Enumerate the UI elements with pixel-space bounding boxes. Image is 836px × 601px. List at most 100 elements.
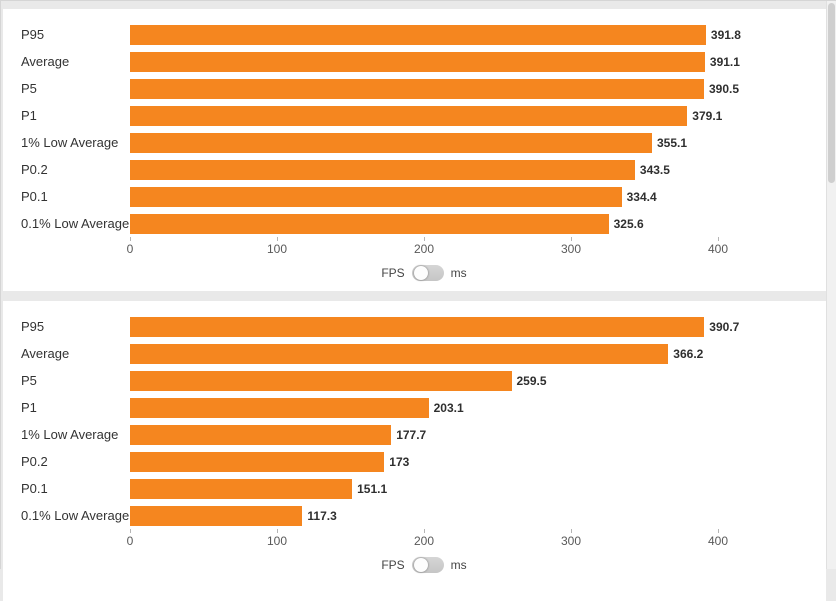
bar-track: 334.4: [130, 187, 826, 207]
category-label: 0.1% Low Average: [3, 508, 130, 523]
bar-track: 343.5: [130, 160, 826, 180]
axis-tick-label: 200: [414, 242, 434, 256]
axis-tick-label: 200: [414, 534, 434, 548]
unit-toggle-switch[interactable]: [412, 265, 444, 281]
bar-track: 151.1: [130, 479, 826, 499]
bar: [130, 106, 687, 126]
bar: [130, 52, 705, 72]
bar: [130, 133, 652, 153]
axis-tick-mark: [718, 237, 719, 241]
bar: [130, 425, 391, 445]
chart-row: 0.1% Low Average 325.6: [3, 210, 826, 237]
bar-track: 203.1: [130, 398, 826, 418]
axis-tick-mark: [571, 529, 572, 533]
axis-tick-mark: [130, 529, 131, 533]
bar-track: 391.1: [130, 52, 826, 72]
bar-track: 325.6: [130, 214, 826, 234]
bar-track: 173: [130, 452, 826, 472]
value-label: 325.6: [614, 217, 644, 231]
unit-toggle-switch[interactable]: [412, 557, 444, 573]
axis-tick-mark: [277, 529, 278, 533]
ms-label: ms: [451, 266, 467, 280]
axis-tick-label: 0: [127, 534, 134, 548]
ms-label: ms: [451, 558, 467, 572]
category-label: Average: [3, 54, 130, 69]
value-label: 391.1: [710, 55, 740, 69]
category-label: P95: [3, 319, 130, 334]
category-label: P0.2: [3, 162, 130, 177]
axis-tick-mark: [571, 237, 572, 241]
chart-row: P0.1 334.4: [3, 183, 826, 210]
category-label: P0.1: [3, 189, 130, 204]
bar-track: 390.5: [130, 79, 826, 99]
chart-row: Average 391.1: [3, 48, 826, 75]
value-label: 334.4: [627, 190, 657, 204]
bar: [130, 160, 635, 180]
axis-tick-mark: [424, 237, 425, 241]
axis-tick-label: 400: [708, 534, 728, 548]
bar: [130, 344, 668, 364]
bar: [130, 506, 302, 526]
value-label: 366.2: [673, 347, 703, 361]
bar: [130, 479, 352, 499]
bar: [130, 25, 706, 45]
axis-tick-mark: [424, 529, 425, 533]
bar: [130, 214, 609, 234]
value-label: 173: [389, 455, 409, 469]
value-label: 379.1: [692, 109, 722, 123]
value-label: 391.8: [711, 28, 741, 42]
chart-row: 0.1% Low Average 117.3: [3, 502, 826, 529]
toggle-knob[interactable]: [414, 558, 428, 572]
axis-tick-label: 300: [561, 534, 581, 548]
axis-tick-label: 100: [267, 242, 287, 256]
vertical-scrollbar[interactable]: [826, 1, 836, 569]
bar-track: 117.3: [130, 506, 826, 526]
chart-row: P1 379.1: [3, 102, 826, 129]
category-label: 0.1% Low Average: [3, 216, 130, 231]
category-label: P1: [3, 400, 130, 415]
axis-tick-mark: [277, 237, 278, 241]
axis-tick-mark: [718, 529, 719, 533]
unit-toggle-row: FPS ms: [130, 261, 718, 285]
category-label: P0.2: [3, 454, 130, 469]
bar-track: 391.8: [130, 25, 826, 45]
category-label: P5: [3, 373, 130, 388]
category-label: 1% Low Average: [3, 135, 130, 150]
bar: [130, 452, 384, 472]
chart-row: P0.2 173: [3, 448, 826, 475]
axis-tick-label: 400: [708, 242, 728, 256]
fps-label: FPS: [381, 266, 404, 280]
value-label: 151.1: [357, 482, 387, 496]
bar-track: 390.7: [130, 317, 826, 337]
toggle-knob[interactable]: [414, 266, 428, 280]
chart-row: 1% Low Average 177.7: [3, 421, 826, 448]
value-label: 390.5: [709, 82, 739, 96]
category-label: 1% Low Average: [3, 427, 130, 442]
axis-tick-mark: [130, 237, 131, 241]
bar-track: 379.1: [130, 106, 826, 126]
bar: [130, 187, 622, 207]
bar: [130, 317, 704, 337]
value-label: 117.3: [307, 509, 336, 523]
bar: [130, 371, 512, 391]
value-label: 177.7: [396, 428, 426, 442]
chart-row: Average 366.2: [3, 340, 826, 367]
category-label: P1: [3, 108, 130, 123]
scrollbar-thumb[interactable]: [828, 3, 835, 183]
category-label: Average: [3, 346, 130, 361]
